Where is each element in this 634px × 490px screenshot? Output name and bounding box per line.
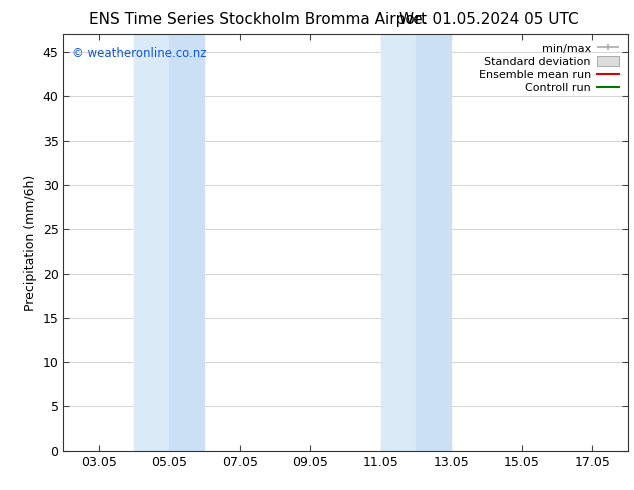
Bar xyxy=(134,34,169,451)
Text: ENS Time Series Stockholm Bromma Airport: ENS Time Series Stockholm Bromma Airport xyxy=(89,12,427,27)
Bar xyxy=(169,34,205,451)
Bar xyxy=(416,34,451,451)
Text: © weatheronline.co.nz: © weatheronline.co.nz xyxy=(72,47,206,60)
Legend: min/max, Standard deviation, Ensemble mean run, Controll run: min/max, Standard deviation, Ensemble me… xyxy=(476,40,622,97)
Y-axis label: Precipitation (mm/6h): Precipitation (mm/6h) xyxy=(24,174,37,311)
Bar xyxy=(381,34,416,451)
Text: We. 01.05.2024 05 UTC: We. 01.05.2024 05 UTC xyxy=(399,12,579,27)
